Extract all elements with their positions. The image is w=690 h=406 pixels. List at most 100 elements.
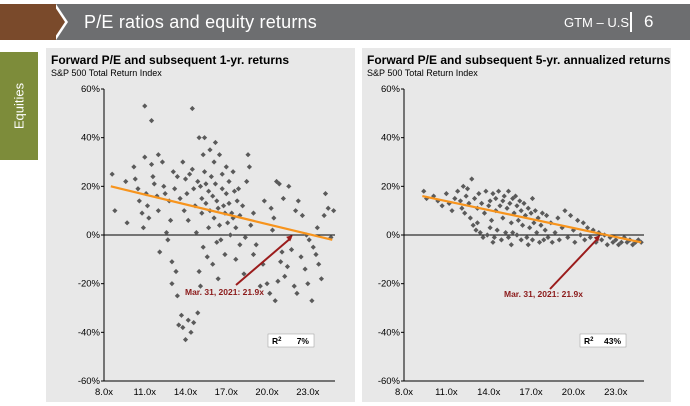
data-point	[455, 188, 461, 194]
data-point	[610, 239, 616, 245]
data-point	[234, 198, 240, 204]
data-point	[187, 171, 193, 177]
scatter-plot-5yr: 60% 40% 20% 0% -20% -40% -60%8.0x 11.0x 14.0x 17.…	[378, 84, 644, 398]
x-tick-label: 17.0x	[519, 387, 542, 398]
y-tick-label: -40%	[378, 327, 401, 338]
y-tick-label: -20%	[78, 279, 101, 290]
data-point	[501, 193, 507, 199]
data-point	[203, 181, 209, 187]
data-point	[278, 259, 284, 265]
data-point	[562, 208, 568, 214]
data-point	[449, 208, 455, 214]
data-point	[150, 174, 156, 180]
data-point	[490, 191, 496, 197]
data-point	[260, 261, 266, 267]
data-point	[508, 220, 514, 226]
data-point	[242, 234, 248, 241]
r2-label: R2	[584, 336, 594, 346]
data-point	[142, 154, 148, 160]
data-point	[294, 290, 300, 296]
data-point	[613, 237, 619, 243]
r2-superscript: 2	[590, 337, 594, 343]
y-tick-label: -60%	[78, 376, 101, 387]
data-point	[180, 324, 186, 331]
x-tick-label: 11.0x	[133, 387, 156, 398]
data-point	[139, 210, 145, 216]
section-marker	[0, 4, 56, 40]
x-tick-label: 8.0x	[395, 387, 413, 398]
data-point	[577, 232, 584, 238]
data-point	[473, 227, 479, 233]
data-point	[282, 273, 288, 279]
data-point	[549, 239, 555, 245]
data-point	[534, 229, 540, 236]
data-point	[512, 193, 519, 199]
data-point	[189, 105, 195, 112]
data-point	[206, 225, 212, 231]
r2-label: R2	[272, 336, 282, 346]
data-point	[227, 232, 233, 238]
data-point	[235, 186, 242, 192]
data-point	[321, 212, 327, 219]
data-point	[587, 234, 593, 241]
data-point	[223, 191, 229, 197]
data-point	[185, 217, 191, 223]
page-number: 6	[644, 12, 654, 31]
data-point	[467, 215, 473, 221]
data-point	[240, 203, 246, 209]
data-point	[443, 191, 449, 197]
data-point	[299, 212, 305, 219]
data-point	[638, 239, 644, 245]
data-point	[584, 225, 591, 231]
data-point	[291, 283, 297, 289]
data-point	[123, 178, 129, 185]
x-tick-label: 14.0x	[477, 387, 500, 398]
y-tick-label: 20%	[381, 181, 401, 192]
data-point	[199, 210, 205, 216]
data-point	[514, 203, 520, 209]
data-point	[148, 118, 155, 124]
data-point	[267, 290, 273, 296]
data-point	[223, 164, 229, 170]
data-point	[491, 234, 497, 241]
data-point	[462, 210, 468, 216]
data-point	[161, 183, 167, 189]
data-point	[310, 244, 316, 250]
data-point	[151, 181, 157, 187]
x-tick-label: 14.0x	[174, 387, 197, 398]
data-point	[624, 239, 630, 245]
data-point	[524, 234, 530, 241]
data-point	[246, 164, 252, 170]
data-point	[292, 208, 299, 214]
data-point	[193, 229, 199, 236]
data-point	[529, 237, 536, 243]
data-point	[157, 249, 163, 255]
data-point	[204, 254, 210, 260]
data-point	[144, 203, 151, 209]
data-point	[288, 247, 295, 253]
chart-panel-5yr: Forward P/E and subsequent 5-yr. annuali…	[362, 48, 671, 402]
data-point	[212, 181, 219, 187]
data-point	[211, 159, 217, 165]
data-point	[630, 242, 636, 248]
data-point	[212, 139, 219, 146]
r2-superscript: 2	[278, 337, 282, 343]
data-point	[470, 222, 476, 228]
guide-label: GTM – U.S.	[564, 15, 633, 30]
chart-subtitle: S&P 500 Total Return Index	[51, 68, 162, 78]
data-point	[250, 210, 257, 216]
chart-panel-1yr: Forward P/E and subsequent 1-yr. returns…	[46, 48, 355, 402]
data-point	[604, 242, 610, 248]
data-point	[572, 239, 578, 245]
data-point	[484, 232, 490, 238]
sidebar-tab-equities[interactable]: Equities	[0, 52, 38, 160]
data-point	[230, 169, 236, 175]
chart-subtitle: S&P 500 Total Return Index	[367, 68, 478, 78]
data-point	[203, 200, 209, 206]
data-point	[325, 205, 331, 211]
trend-line	[110, 185, 333, 241]
data-point	[495, 188, 502, 194]
data-point	[109, 171, 115, 177]
data-point	[464, 186, 471, 192]
data-point	[599, 237, 605, 243]
